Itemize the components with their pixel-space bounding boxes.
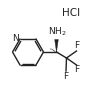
Text: NH$_2$: NH$_2$ xyxy=(48,25,66,37)
Text: N: N xyxy=(12,34,19,43)
Text: HCl: HCl xyxy=(62,8,80,18)
Polygon shape xyxy=(55,40,58,52)
Text: F: F xyxy=(74,42,79,51)
Text: F: F xyxy=(63,72,69,81)
Text: F: F xyxy=(74,65,79,75)
